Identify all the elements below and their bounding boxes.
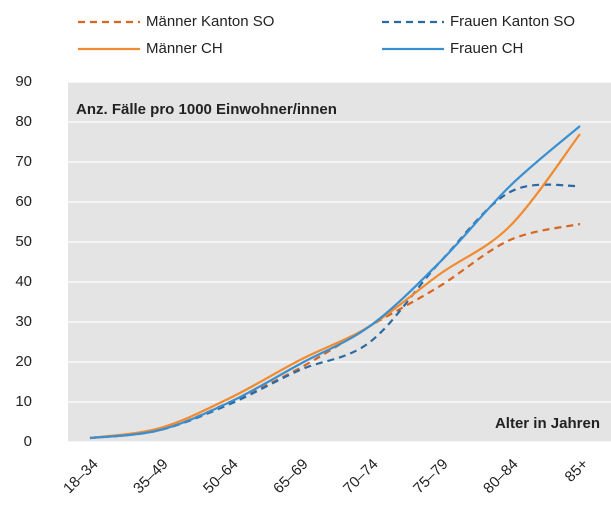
y-tick-label: 70	[15, 153, 32, 170]
legend-label: Frauen CH	[450, 40, 523, 57]
y-tick-label: 90	[15, 73, 32, 90]
legend-label: Männer Kanton SO	[146, 13, 274, 30]
series-line	[89, 133, 581, 440]
y-tick-label: 40	[15, 273, 32, 290]
x-tick-label: 35–49	[130, 456, 172, 498]
x-tick-label: 70–74	[340, 456, 382, 498]
y-tick-label: 20	[15, 353, 32, 370]
y-tick-label: 50	[15, 233, 32, 250]
x-tick-label: 85+	[562, 455, 592, 485]
x-tick-label: 18–34	[60, 456, 102, 498]
annotation: Alter in Jahren	[495, 415, 600, 432]
y-tick-label: 10	[15, 393, 32, 410]
x-tick-label: 75–79	[410, 456, 452, 498]
lines	[89, 125, 581, 440]
x-tick-label: 65–69	[270, 456, 312, 498]
series-line	[89, 125, 581, 440]
series-line	[89, 183, 581, 440]
y-tick-label: 60	[15, 193, 32, 210]
x-tick-label: 80–84	[480, 456, 522, 498]
legend-label: Frauen Kanton SO	[450, 13, 575, 30]
y-tick-label: 0	[24, 433, 32, 450]
x-tick-label: 50–64	[200, 456, 242, 498]
annotation: Anz. Fälle pro 1000 Einwohner/innen	[76, 101, 337, 118]
legend-label: Männer CH	[146, 40, 223, 57]
y-tick-label: 30	[15, 313, 32, 330]
grid	[68, 81, 611, 443]
y-tick-label: 80	[15, 113, 32, 130]
plot-area	[68, 82, 611, 442]
